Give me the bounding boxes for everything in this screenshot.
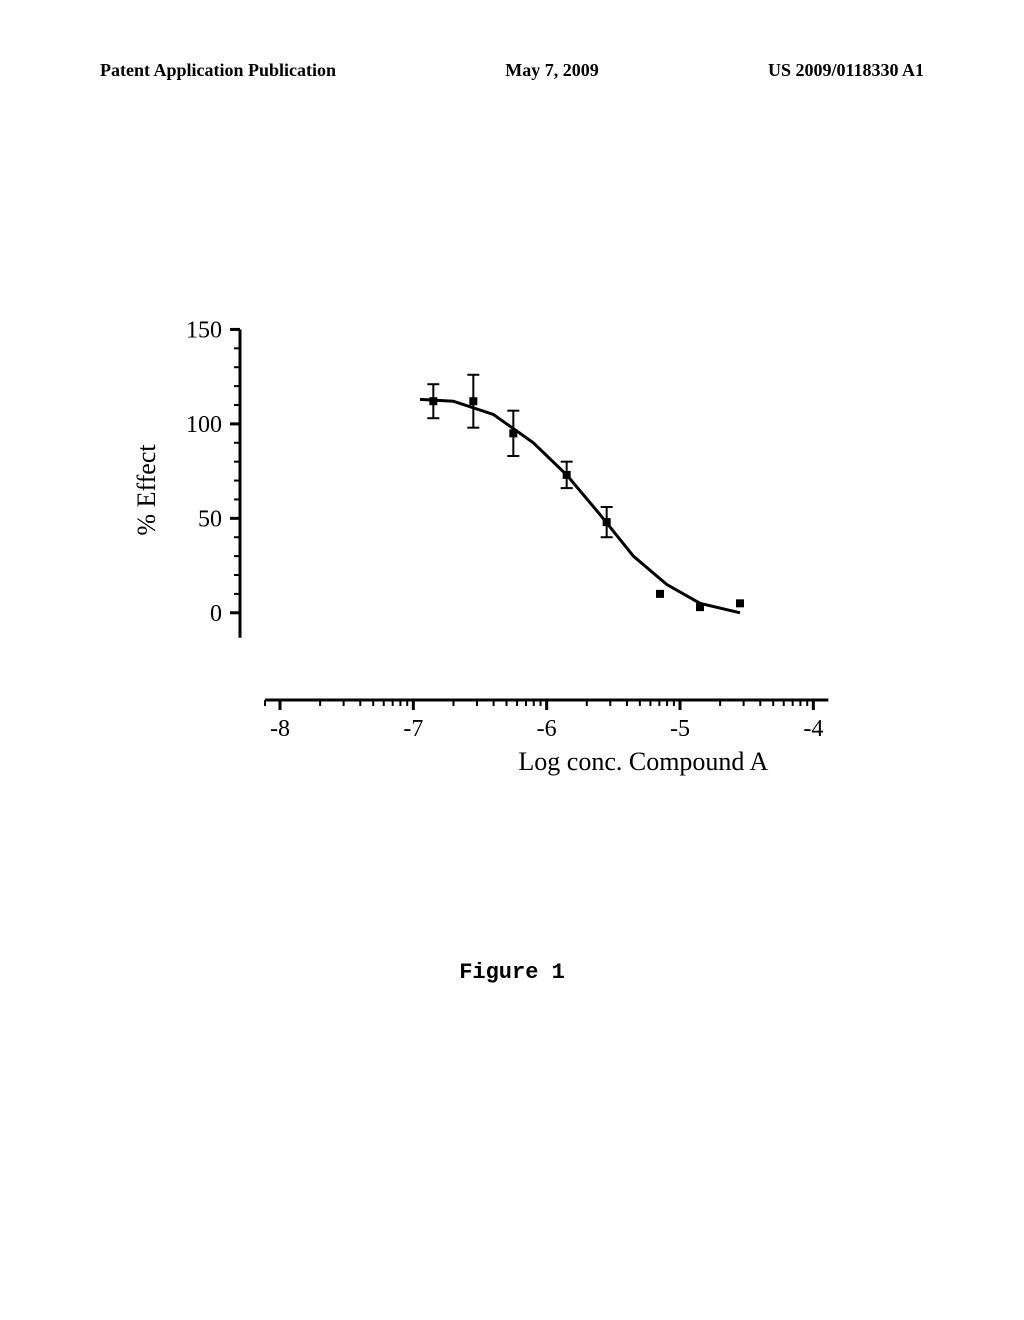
svg-text:50: 50 — [198, 506, 222, 532]
header-center: May 7, 2009 — [505, 60, 599, 81]
svg-text:100: 100 — [186, 412, 222, 438]
header-left: Patent Application Publication — [100, 60, 336, 81]
svg-text:-6: -6 — [537, 716, 557, 742]
page-header: Patent Application Publication May 7, 20… — [0, 60, 1024, 81]
figure-caption: Figure 1 — [0, 960, 1024, 985]
svg-text:% Effect: % Effect — [132, 444, 161, 536]
svg-text:-5: -5 — [670, 716, 690, 742]
chart-svg: 0 50 100 150 % Effect -8 -7 -6 -5 -4 Log conc. Com… — [120, 300, 870, 800]
svg-text:0: 0 — [210, 601, 222, 627]
svg-text:Log conc. Compound A: Log conc. Compound A — [518, 747, 768, 776]
svg-text:-7: -7 — [403, 716, 423, 742]
svg-text:-4: -4 — [803, 716, 823, 742]
header-right: US 2009/0118330 A1 — [768, 60, 924, 81]
svg-text:150: 150 — [186, 317, 222, 343]
svg-text:-8: -8 — [270, 716, 290, 742]
dose-response-chart: 0 50 100 150 % Effect -8 -7 -6 -5 -4 Log conc. Com… — [120, 300, 870, 800]
